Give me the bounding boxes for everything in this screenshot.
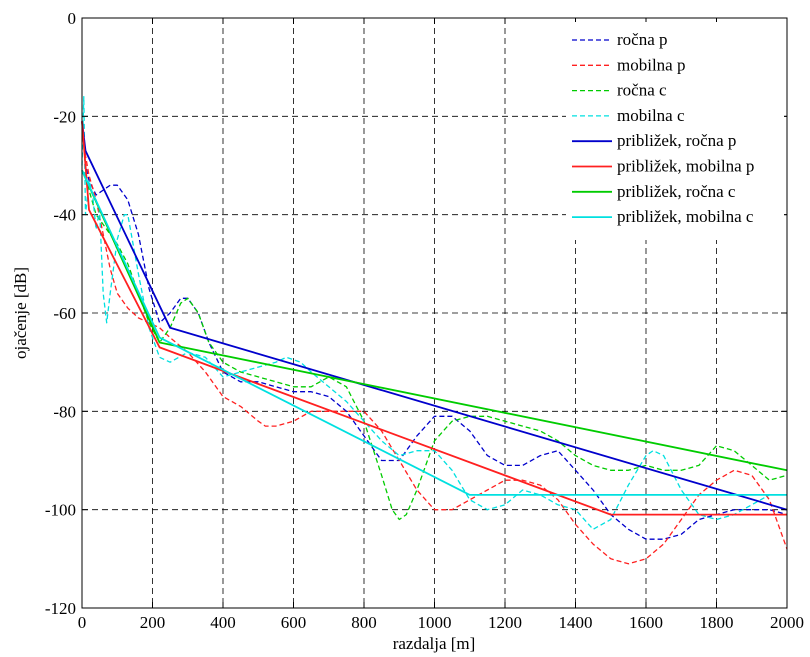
y-tick-label: -80 bbox=[53, 402, 76, 421]
legend-label: približek, ročna p bbox=[617, 131, 736, 150]
series-line-8 bbox=[81, 170, 787, 496]
x-tick-label: 200 bbox=[140, 613, 166, 632]
x-tick-label: 1200 bbox=[488, 613, 522, 632]
ticks: 0 200 400 600 800 1000 1200 1400 1600 1800 2000 0 -2… bbox=[45, 9, 804, 632]
series-layer bbox=[81, 96, 788, 565]
y-axis-label: ojačenje [dB] bbox=[11, 267, 30, 359]
x-axis-label: razdalja [m] bbox=[393, 634, 476, 653]
x-tick-label: 800 bbox=[351, 613, 377, 632]
y-tick-label: -120 bbox=[45, 599, 76, 618]
x-tick-label: 1600 bbox=[629, 613, 663, 632]
x-tick-label: 0 bbox=[78, 613, 87, 632]
y-tick-label: -40 bbox=[53, 206, 76, 225]
x-tick-label: 1000 bbox=[418, 613, 452, 632]
series-line-2 bbox=[81, 121, 788, 565]
y-tick-label: -20 bbox=[53, 107, 76, 126]
y-tick-label: -100 bbox=[45, 501, 76, 520]
x-tick-label: 2000 bbox=[770, 613, 804, 632]
legend: ročna p mobilna p ročna c mobilna c približe… bbox=[566, 22, 784, 240]
legend-label: ročna p bbox=[617, 30, 668, 49]
x-tick-label: 600 bbox=[281, 613, 307, 632]
legend-label: mobilna c bbox=[617, 106, 685, 125]
y-tick-label: 0 bbox=[68, 9, 77, 28]
x-tick-label: 1400 bbox=[559, 613, 593, 632]
x-tick-label: 400 bbox=[210, 613, 236, 632]
y-tick-label: -60 bbox=[53, 304, 76, 323]
legend-label: približek, ročna c bbox=[617, 182, 736, 201]
legend-label: približek, mobilna c bbox=[617, 207, 754, 226]
legend-label: ročna c bbox=[617, 81, 667, 100]
x-tick-label: 1800 bbox=[700, 613, 734, 632]
series-line-1 bbox=[81, 121, 788, 540]
legend-label: približek, mobilna p bbox=[617, 157, 754, 176]
legend-box bbox=[566, 22, 784, 240]
legend-label: mobilna p bbox=[617, 55, 685, 74]
